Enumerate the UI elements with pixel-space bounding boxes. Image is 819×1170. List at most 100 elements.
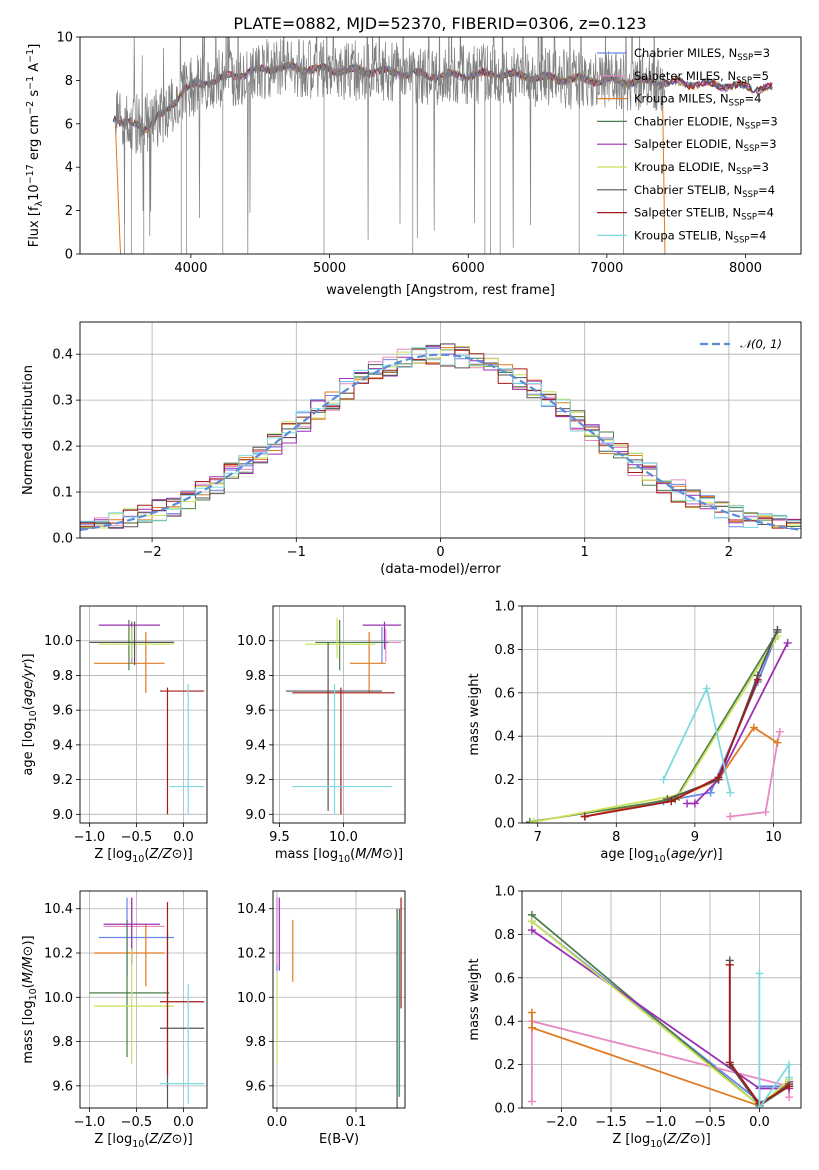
legend-entry: Salpeter MILES, NSSP=5 — [634, 69, 769, 86]
mass-weight-marker — [683, 799, 692, 808]
mass-weight-marker — [761, 808, 770, 817]
errorbar-point — [356, 626, 402, 664]
x-tick-label: 0.0 — [267, 1115, 288, 1130]
errorbar-point — [159, 930, 205, 1108]
ylabel-part: −1 — [25, 76, 36, 90]
x-tick-label: 0.0 — [173, 1115, 194, 1130]
x-tick-label: −0.5 — [121, 830, 153, 845]
errorbar-point — [362, 621, 402, 650]
mass-weight-marker — [785, 1060, 794, 1069]
legend-sub: SSP — [745, 121, 761, 131]
errorbar-point — [292, 684, 393, 815]
y-tick-label: 9.0 — [52, 808, 73, 823]
y-tick-label: 9.6 — [245, 704, 266, 719]
ylabel-part: −17 — [25, 164, 36, 184]
label-part: ( — [662, 1132, 667, 1147]
legend-entry: Salpeter ELODIE, NSSP=3 — [634, 137, 777, 154]
label-italic: M/M⊙ — [355, 847, 393, 862]
mass_weight_vs_age-ticks: 7 8 9 10 0.0 0.2 0.4 0.6 0.8 1.0 — [494, 600, 781, 846]
mass-weight-marker — [527, 917, 536, 926]
legend-entry: Chabrier ELODIE, NSSP=3 — [634, 114, 778, 131]
residuals-xlabel: (data-model)/error — [380, 562, 501, 577]
mass-weight-marker — [527, 1008, 536, 1017]
mass_weight_vs_Z-frame — [521, 890, 802, 1109]
legend-label: Kroupa ELODIE, N — [634, 160, 736, 174]
y-tick-label: 10.2 — [44, 947, 73, 962]
x-tick-label: 10.0 — [329, 830, 358, 845]
y-tick-label: 10 — [56, 31, 73, 46]
mass-weight-marker — [755, 969, 764, 978]
age_vs_Z-ticks: −1.0 −0.5 0.0 9.0 9.2 9.4 9.6 9.8 10.0 — [44, 634, 194, 845]
ylabel-part: ] — [27, 44, 42, 49]
errorbar-point — [315, 619, 389, 671]
age_vs_Z-plot-area — [89, 619, 205, 815]
x-tick-label: 7000 — [590, 261, 623, 276]
errorbar-point — [292, 687, 395, 815]
mass-weight-marker — [529, 817, 538, 823]
x-tick-label: −0.5 — [121, 1115, 153, 1130]
label-sub: 10 — [132, 1139, 144, 1150]
mass-weight-marker — [527, 1023, 536, 1032]
x-tick-label: 1 — [581, 545, 589, 560]
y-tick-label: 4 — [65, 161, 73, 176]
label-part: )] — [701, 1132, 711, 1147]
legend-label: Salpeter MILES, N — [634, 69, 736, 83]
label-italic: Z/Z⊙ — [148, 847, 182, 862]
legend-suffix: =4 — [744, 92, 761, 106]
mass_vs_Z-plot-area — [89, 897, 205, 1108]
x-tick-label: −1 — [287, 545, 306, 560]
ylabel-part: −1 — [25, 49, 36, 63]
label-part: ( — [144, 847, 149, 862]
mass-weight-marker — [726, 788, 735, 797]
x-tick-label: 9 — [691, 830, 699, 845]
mass_vs_ebv-frame — [272, 890, 406, 1109]
legend-sub: SSP — [729, 99, 745, 109]
age_vs_mass-xlabel: mass [log10(M/M⊙)] — [275, 847, 403, 865]
x-tick-label: 0.0 — [749, 1115, 770, 1130]
legend-suffix: =3 — [761, 114, 778, 128]
label-sub: 10 — [654, 854, 666, 865]
y-tick-label: 0.3 — [52, 394, 73, 409]
legend-entry: Kroupa ELODIE, NSSP=3 — [634, 160, 769, 177]
legend-entry: Salpeter STELIB, NSSP=4 — [634, 206, 774, 223]
x-tick-label: 8 — [612, 830, 620, 845]
residual-histogram — [80, 343, 801, 529]
spectrum-edge — [661, 82, 666, 254]
mass_weight_vs_age-xlabel: age [log10(age/yr)] — [600, 847, 722, 865]
residuals-plot-area — [80, 343, 801, 531]
label-part: age [log — [600, 847, 653, 862]
label-sub: 10 — [338, 854, 350, 865]
x-tick-label: 0.0 — [173, 830, 194, 845]
age_vs_mass-frame — [272, 605, 406, 824]
errorbar-point — [305, 618, 376, 659]
normal-curve — [80, 353, 801, 531]
legend-sub: SSP — [736, 76, 752, 86]
mass-weight-marker — [785, 1093, 794, 1102]
label-part: )] — [183, 1132, 193, 1147]
legend-label: Kroupa STELIB, N — [634, 228, 734, 242]
x-tick-label: 2 — [725, 545, 733, 560]
legend-label: Chabrier MILES, N — [634, 46, 737, 60]
mass_vs_Z-xlabel: Z [log10(Z/Z⊙)] — [94, 1132, 192, 1150]
y-tick-label: 10.0 — [44, 991, 73, 1006]
spectrum-ticks: 4000 5000 6000 7000 8000 0 2 4 6 8 10 — [56, 31, 762, 277]
legend-suffix: =3 — [760, 137, 777, 151]
y-tick-label: 0.2 — [494, 773, 515, 788]
mass-weight-marker — [667, 797, 676, 806]
errorbar-point — [349, 632, 386, 693]
label-part: ( — [350, 847, 355, 862]
mass-weight-marker — [783, 638, 792, 647]
mass-weight-marker — [749, 723, 758, 732]
x-tick-label: −1.0 — [74, 1115, 106, 1130]
label-part: )] — [393, 847, 403, 862]
y-tick-label: 10.0 — [237, 991, 266, 1006]
y-tick-label: 0.4 — [52, 348, 73, 363]
x-tick-label: 0.1 — [346, 1115, 367, 1130]
y-tick-label: 10.0 — [44, 634, 73, 649]
mass-weight-marker — [580, 812, 589, 821]
legend-entry: Kroupa STELIB, NSSP=4 — [634, 228, 766, 245]
y-tick-label: 9.2 — [52, 773, 73, 788]
y-tick-label: 9.8 — [245, 669, 266, 684]
residuals-frame — [79, 321, 802, 539]
